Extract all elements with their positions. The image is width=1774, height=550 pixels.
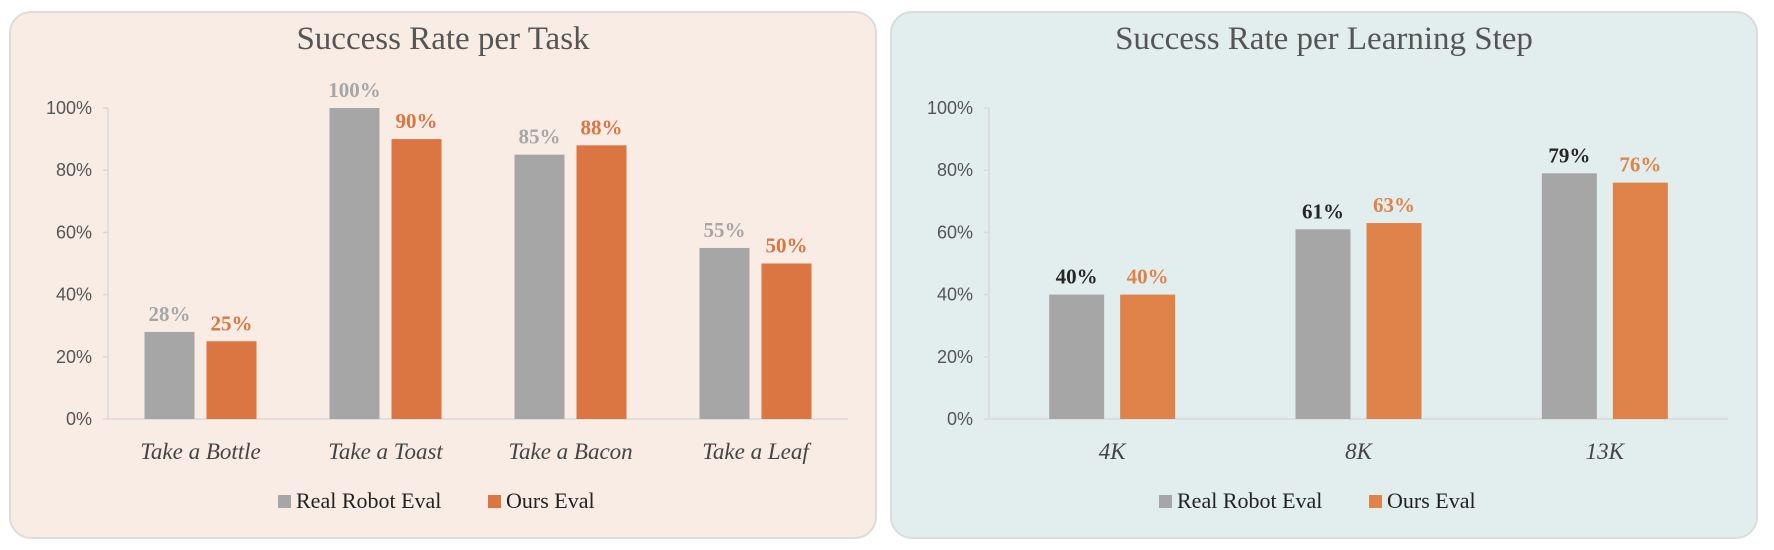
bar-real-robot-eval	[514, 154, 565, 419]
legend-label: Ours Eval	[1387, 488, 1476, 513]
x-category-label: Take a Leaf	[702, 439, 812, 464]
bar-ours-eval	[391, 139, 442, 419]
data-label: 100%	[328, 78, 381, 102]
chart-panel-per-task: Success Rate per Task 0% 20% 40% 60% 80% 100% T…	[9, 11, 877, 539]
x-category-label: Take a Bacon	[508, 439, 632, 464]
y-tick-label: 80%	[56, 160, 92, 180]
y-tick-label: 40%	[56, 285, 92, 305]
y-tick-label: 0%	[947, 409, 973, 429]
y-tick-label: 20%	[56, 347, 92, 367]
bar-real-robot-eval	[144, 331, 195, 419]
y-tick-label: 60%	[937, 222, 973, 242]
x-category-label: 8K	[1345, 439, 1374, 464]
bar-ours-eval	[576, 145, 627, 419]
bar-chart: Success Rate per Task 0% 20% 40% 60% 80% 100% T…	[46, 21, 848, 513]
y-tick-label: 0%	[66, 409, 92, 429]
bar-real-robot-eval	[1541, 173, 1597, 419]
data-label: 61%	[1302, 199, 1344, 223]
y-tick-label: 40%	[937, 285, 973, 305]
data-label: 90%	[396, 109, 438, 133]
data-label: 63%	[1373, 193, 1415, 217]
x-category-label: 13K	[1586, 439, 1626, 464]
data-label: 50%	[766, 234, 808, 258]
legend-label: Ours Eval	[506, 488, 595, 513]
legend-swatch	[1159, 495, 1172, 508]
data-label: 85%	[519, 125, 561, 149]
bar-ours-eval	[206, 341, 257, 419]
data-label: 88%	[581, 115, 623, 139]
chart-panel-per-learning-step: Success Rate per Learning Step 0% 20% 40% 60…	[890, 11, 1758, 539]
bar-ours-eval	[1120, 294, 1176, 419]
x-category-label: 4K	[1099, 439, 1128, 464]
y-tick-label: 100%	[927, 98, 973, 118]
legend-swatch	[488, 495, 501, 508]
y-tick-label: 20%	[937, 347, 973, 367]
x-category-label: Take a Toast	[328, 439, 443, 464]
bar-chart: Success Rate per Learning Step 0% 20% 40% 60…	[927, 21, 1728, 513]
data-label: 28%	[149, 302, 191, 326]
data-label: 25%	[211, 311, 253, 335]
bar-real-robot-eval	[1295, 229, 1351, 419]
bar-real-robot-eval	[1049, 294, 1105, 419]
chart-title: Success Rate per Task	[296, 21, 590, 57]
bar-ours-eval	[761, 263, 812, 419]
y-tick-label: 100%	[46, 98, 92, 118]
bar-real-robot-eval	[699, 247, 750, 419]
data-label: 76%	[1619, 153, 1661, 177]
y-tick-label: 60%	[56, 222, 92, 242]
y-tick-label: 80%	[937, 160, 973, 180]
bar-ours-eval	[1612, 182, 1668, 419]
bar-real-robot-eval	[329, 108, 380, 419]
data-label: 40%	[1127, 265, 1169, 289]
legend-label: Real Robot Eval	[296, 488, 441, 513]
x-category-label: Take a Bottle	[140, 439, 261, 464]
data-label: 40%	[1056, 265, 1098, 289]
data-label: 79%	[1548, 143, 1590, 167]
bar-ours-eval	[1366, 223, 1422, 419]
legend-swatch	[1369, 495, 1382, 508]
legend-swatch	[278, 495, 291, 508]
chart-title: Success Rate per Learning Step	[1115, 21, 1533, 57]
data-label: 55%	[704, 218, 746, 242]
legend-label: Real Robot Eval	[1177, 488, 1322, 513]
